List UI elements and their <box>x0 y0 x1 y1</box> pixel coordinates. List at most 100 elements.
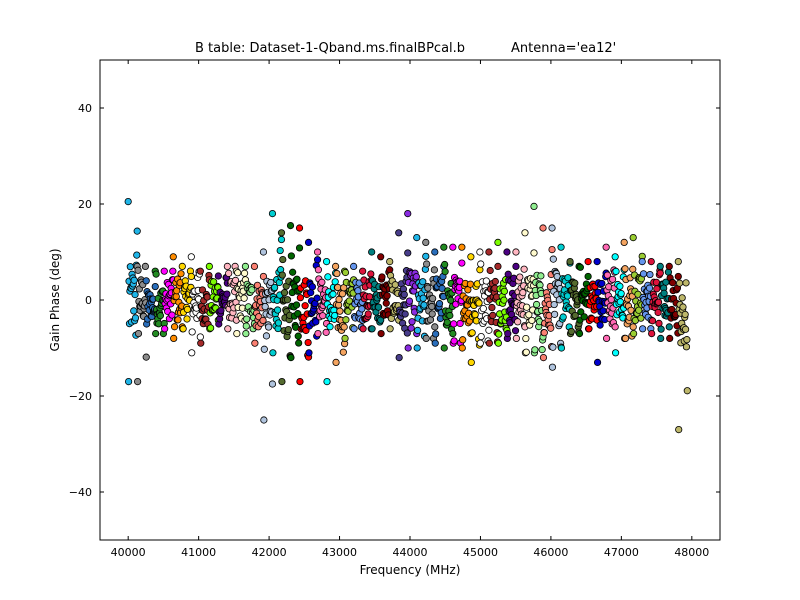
data-point-spw-60 <box>669 279 677 287</box>
data-point-spw-15 <box>260 416 268 424</box>
y-tick-label: 0 <box>85 294 92 307</box>
data-point-spw-35 <box>446 311 454 320</box>
data-point-spw-7 <box>187 253 195 261</box>
data-point-spw-59 <box>656 262 664 270</box>
data-point-spw-61 <box>683 336 691 344</box>
data-point-spw-11 <box>224 325 232 333</box>
data-point-spw-53 <box>608 275 617 283</box>
data-point-spw-37 <box>458 243 466 251</box>
data-point-spw-20 <box>312 318 320 326</box>
data-point-spw-32 <box>422 252 430 260</box>
data-point-spw-18 <box>287 353 295 362</box>
data-point-spw-30 <box>395 229 403 237</box>
data-point-spw-40 <box>494 262 502 270</box>
data-point-spw-46 <box>539 224 547 232</box>
data-point-spw-52 <box>593 358 602 366</box>
data-point-spw-52 <box>598 279 606 288</box>
data-point-spw-35 <box>443 318 451 326</box>
data-point-spw-33 <box>429 294 437 303</box>
data-point-spw-15 <box>267 278 275 287</box>
data-point-spw-43 <box>516 273 524 281</box>
data-point-spw-26 <box>359 325 367 333</box>
data-point-spw-42 <box>506 319 514 327</box>
data-point-spw-50 <box>575 329 584 338</box>
data-point-spw-25 <box>350 262 358 270</box>
data-point-spw-10 <box>217 307 225 315</box>
data-point-spw-47 <box>549 255 557 263</box>
x-tick-label: 45000 <box>463 546 498 559</box>
data-point-spw-58 <box>654 298 663 306</box>
data-point-spw-30 <box>400 290 408 299</box>
data-point-spw-53 <box>602 243 610 251</box>
data-point-spw-31 <box>404 344 412 352</box>
data-point-spw-21 <box>313 248 322 256</box>
data-point-spw-25 <box>350 325 358 333</box>
data-point-spw-26 <box>365 293 374 301</box>
data-point-spw-60 <box>666 334 674 342</box>
data-point-spw-16 <box>274 306 282 314</box>
data-point-spw-44 <box>522 348 530 356</box>
data-point-spw-50 <box>576 263 584 271</box>
data-point-spw-24 <box>342 316 350 324</box>
data-point-spw-35 <box>449 329 457 338</box>
data-point-spw-30 <box>395 353 403 362</box>
data-point-spw-23 <box>338 290 347 298</box>
data-point-spw-35 <box>440 344 448 352</box>
data-point-spw-43 <box>520 265 528 273</box>
data-point-spw-44 <box>525 311 533 319</box>
data-point-spw-32 <box>414 326 422 334</box>
chart-subtitle: Antenna='ea12' <box>511 41 616 56</box>
data-point-spw-36 <box>450 320 458 328</box>
data-point-spw-26 <box>367 270 375 278</box>
data-point-spw-31 <box>407 324 415 332</box>
data-point-spw-18 <box>287 252 295 260</box>
data-point-spw-61 <box>675 425 683 434</box>
data-point-spw-37 <box>458 344 466 352</box>
data-point-spw-44 <box>522 334 530 343</box>
data-point-spw-42 <box>511 327 520 335</box>
data-point-spw-4 <box>168 311 176 319</box>
data-point-spw-12 <box>234 269 242 277</box>
data-point-spw-42 <box>508 310 516 319</box>
data-point-spw-59 <box>665 323 673 331</box>
y-tick-label: 40 <box>78 102 92 115</box>
data-point-spw-52 <box>596 321 604 329</box>
data-point-spw-25 <box>358 305 366 313</box>
data-point-spw-43 <box>514 318 522 326</box>
data-point-spw-17 <box>278 271 286 279</box>
data-point-spw-11 <box>225 269 233 277</box>
data-point-spw-20 <box>304 238 313 246</box>
data-point-spw-57 <box>646 270 654 279</box>
data-point-spw-54 <box>611 349 620 357</box>
data-point-spw-33 <box>423 260 431 268</box>
data-point-spw-30 <box>403 329 411 337</box>
x-tick-label: 42000 <box>252 546 287 559</box>
data-point-spw-23 <box>333 269 341 278</box>
data-point-spw-46 <box>547 324 555 332</box>
data-point-spw-44 <box>523 303 531 311</box>
data-point-spw-22 <box>331 311 339 320</box>
data-point-spw-20 <box>305 349 313 357</box>
data-point-spw-33 <box>428 302 436 311</box>
data-point-spw-26 <box>364 310 372 318</box>
data-point-spw-33 <box>430 266 438 274</box>
data-point-spw-57 <box>638 257 646 266</box>
data-point-spw-13 <box>243 315 251 323</box>
data-point-spw-54 <box>616 298 624 306</box>
y-tick-label: −40 <box>69 486 92 499</box>
data-point-spw-3 <box>152 329 160 338</box>
data-point-spw-47 <box>548 224 556 232</box>
data-point-spw-23 <box>332 358 340 366</box>
data-point-spw-42 <box>504 330 512 338</box>
data-point-spw-56 <box>629 234 637 242</box>
data-point-spw-7 <box>188 349 196 357</box>
data-point-spw-17 <box>279 255 287 264</box>
data-point-spw-54 <box>611 253 619 261</box>
data-point-spw-59 <box>660 289 668 297</box>
data-point-spw-52 <box>593 257 601 266</box>
data-point-spw-11 <box>231 276 240 284</box>
data-point-spw-19 <box>301 302 309 310</box>
data-point-spw-27 <box>374 303 383 311</box>
data-point-spw-36 <box>449 243 457 251</box>
data-point-spw-0 <box>131 314 140 322</box>
